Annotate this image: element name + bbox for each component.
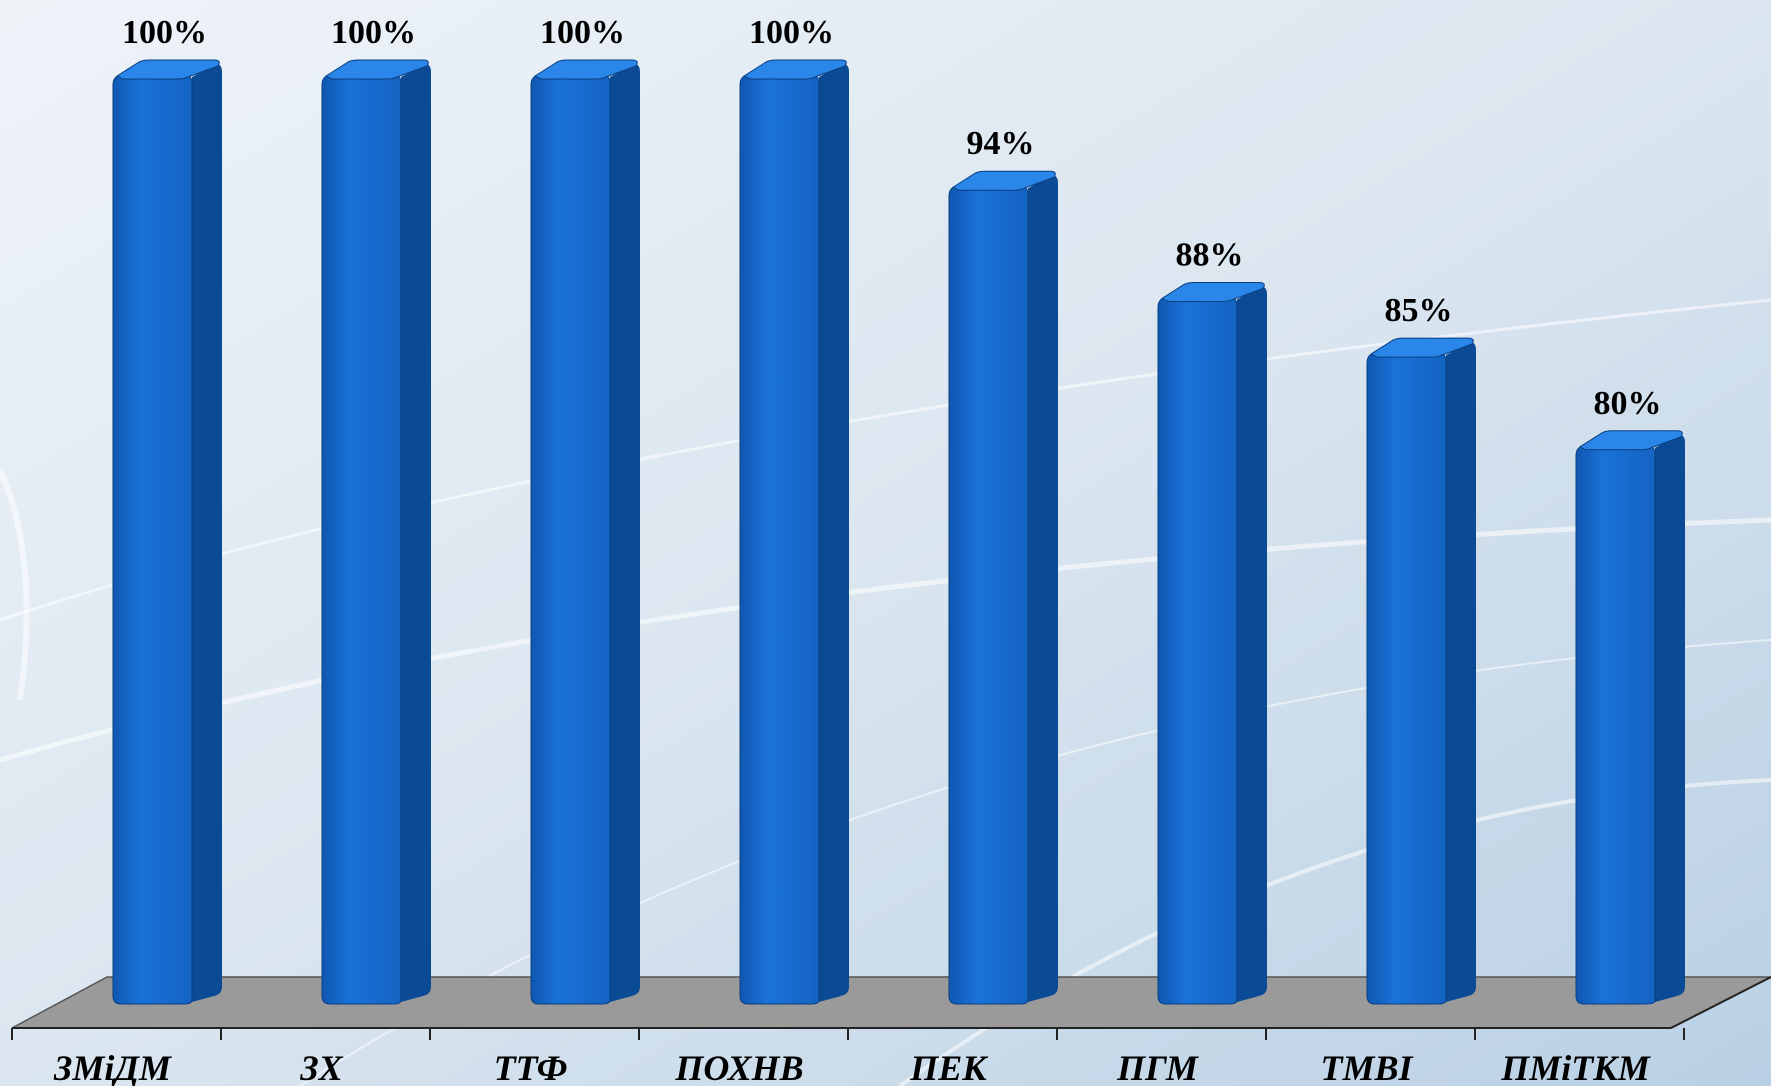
bar-side bbox=[1237, 286, 1267, 1003]
bar-front bbox=[1157, 296, 1238, 1005]
bar bbox=[530, 59, 640, 1005]
bar bbox=[112, 59, 222, 1005]
floor bbox=[11, 976, 1771, 1029]
bar bbox=[948, 170, 1058, 1005]
bar-front bbox=[530, 74, 611, 1005]
x-tick-label: ПЕК bbox=[909, 1048, 989, 1086]
bar-side bbox=[401, 64, 431, 1002]
bar-top bbox=[742, 59, 847, 80]
bar bbox=[321, 59, 431, 1005]
value-label: 100% bbox=[540, 14, 625, 51]
x-tick-label: ПМіТКМ bbox=[1500, 1048, 1651, 1086]
value-label: 88% bbox=[1176, 236, 1244, 273]
bar-side bbox=[1028, 175, 1058, 1003]
bar bbox=[739, 59, 849, 1005]
x-tick-label: ПОХНВ bbox=[674, 1048, 803, 1086]
bar bbox=[1366, 337, 1476, 1005]
x-tick-label: ТМВІ bbox=[1320, 1048, 1414, 1086]
bar bbox=[1575, 430, 1685, 1005]
value-label: 80% bbox=[1594, 385, 1662, 422]
value-label: 94% bbox=[967, 125, 1035, 162]
bar-front bbox=[739, 74, 820, 1005]
bar-top bbox=[324, 59, 429, 80]
x-tick-label: ЗМіДМ bbox=[53, 1048, 173, 1086]
bar-top bbox=[1578, 430, 1683, 451]
bar-front bbox=[1575, 445, 1656, 1005]
bar bbox=[1157, 281, 1267, 1005]
bar-front bbox=[112, 74, 193, 1005]
bar-top bbox=[951, 170, 1056, 191]
bar-front bbox=[1366, 352, 1447, 1005]
value-label: 100% bbox=[749, 14, 834, 51]
x-tick-label: ТТФ bbox=[494, 1048, 568, 1086]
bar-top bbox=[1160, 281, 1265, 302]
bar-front bbox=[321, 74, 402, 1005]
x-tick-label: ЗХ bbox=[299, 1048, 343, 1086]
floor-edge bbox=[1670, 976, 1771, 1029]
value-label: 100% bbox=[122, 14, 207, 51]
bar-side bbox=[1446, 342, 1476, 1003]
value-label: 100% bbox=[331, 14, 416, 51]
bar-top bbox=[115, 59, 220, 80]
bar-top bbox=[1369, 337, 1474, 358]
value-label: 85% bbox=[1385, 292, 1453, 329]
bar-side bbox=[610, 64, 640, 1002]
bar-side bbox=[819, 64, 849, 1002]
bar-side bbox=[192, 64, 222, 1002]
x-tick-label: ПГМ bbox=[1116, 1048, 1200, 1086]
bar-top bbox=[533, 59, 638, 80]
bar-side bbox=[1655, 434, 1685, 1002]
bar-front bbox=[948, 185, 1029, 1005]
